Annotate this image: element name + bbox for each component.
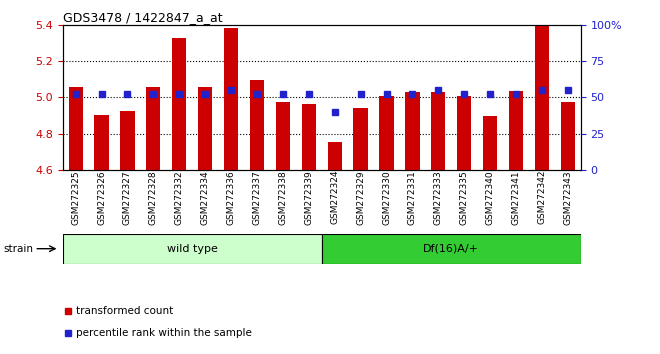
Bar: [431, 92, 446, 170]
Text: GSM272328: GSM272328: [149, 170, 158, 224]
Text: GSM272339: GSM272339: [304, 170, 313, 225]
Text: percentile rank within the sample: percentile rank within the sample: [76, 328, 251, 338]
Bar: [94, 115, 109, 170]
Bar: [63, 234, 321, 264]
Text: GSM272326: GSM272326: [97, 170, 106, 224]
Bar: [302, 104, 316, 170]
Bar: [172, 38, 186, 170]
Bar: [509, 91, 523, 170]
Bar: [483, 116, 497, 170]
Text: GSM272341: GSM272341: [512, 170, 521, 224]
Text: GSM272335: GSM272335: [460, 170, 469, 225]
Text: GSM272327: GSM272327: [123, 170, 132, 224]
Bar: [120, 111, 135, 170]
Text: transformed count: transformed count: [76, 306, 173, 316]
Text: GSM272337: GSM272337: [253, 170, 261, 225]
Bar: [147, 87, 160, 170]
Bar: [405, 92, 420, 170]
Text: GSM272343: GSM272343: [564, 170, 572, 224]
Bar: [250, 80, 264, 170]
Text: GSM272324: GSM272324: [330, 170, 339, 224]
Text: GSM272342: GSM272342: [537, 170, 546, 224]
Text: GSM272330: GSM272330: [382, 170, 391, 225]
Bar: [224, 28, 238, 170]
Text: GSM272325: GSM272325: [71, 170, 80, 224]
Text: wild type: wild type: [167, 244, 218, 254]
Bar: [561, 102, 575, 170]
Text: Df(16)A/+: Df(16)A/+: [423, 244, 479, 254]
Bar: [69, 87, 82, 170]
Bar: [535, 0, 549, 170]
Text: GSM272333: GSM272333: [434, 170, 443, 225]
Text: GSM272340: GSM272340: [486, 170, 494, 224]
Bar: [379, 96, 393, 170]
Bar: [457, 96, 471, 170]
Text: GSM272329: GSM272329: [356, 170, 365, 224]
Text: GSM272338: GSM272338: [279, 170, 287, 225]
Text: strain: strain: [3, 244, 33, 254]
Bar: [354, 108, 368, 170]
Bar: [327, 142, 342, 170]
Bar: [321, 234, 581, 264]
Text: GDS3478 / 1422847_a_at: GDS3478 / 1422847_a_at: [63, 11, 222, 24]
Text: GSM272332: GSM272332: [175, 170, 183, 224]
Bar: [198, 87, 213, 170]
Bar: [276, 102, 290, 170]
Text: GSM272331: GSM272331: [408, 170, 417, 225]
Text: GSM272334: GSM272334: [201, 170, 210, 224]
Text: GSM272336: GSM272336: [226, 170, 236, 225]
